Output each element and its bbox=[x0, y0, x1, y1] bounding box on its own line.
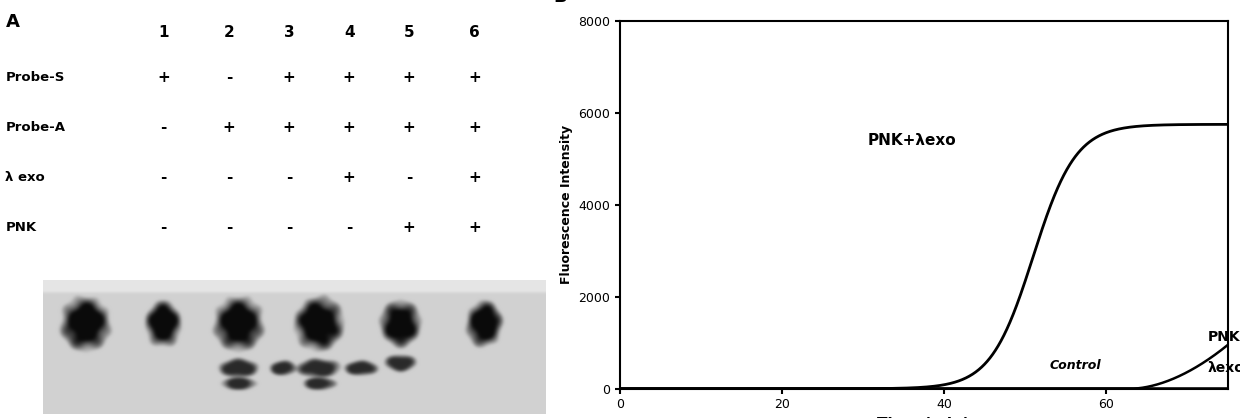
Text: +: + bbox=[469, 220, 481, 235]
Text: λ exo: λ exo bbox=[5, 171, 45, 184]
Text: Probe-A: Probe-A bbox=[5, 121, 66, 134]
Text: -: - bbox=[160, 120, 167, 135]
Text: +: + bbox=[157, 70, 170, 85]
Text: +: + bbox=[469, 170, 481, 185]
Text: +: + bbox=[403, 70, 415, 85]
Text: -: - bbox=[226, 220, 232, 235]
Text: 4: 4 bbox=[343, 25, 355, 40]
Y-axis label: Fluorescence Intensity: Fluorescence Intensity bbox=[559, 125, 573, 284]
Text: +: + bbox=[403, 120, 415, 135]
X-axis label: Time (min): Time (min) bbox=[878, 417, 970, 418]
Text: 5: 5 bbox=[404, 25, 414, 40]
Text: 3: 3 bbox=[284, 25, 294, 40]
Text: +: + bbox=[342, 120, 356, 135]
Text: PNK: PNK bbox=[1208, 330, 1240, 344]
Text: 1: 1 bbox=[159, 25, 169, 40]
Text: +: + bbox=[283, 120, 295, 135]
Text: -: - bbox=[405, 170, 413, 185]
Text: Control: Control bbox=[1049, 359, 1101, 372]
Text: +: + bbox=[283, 70, 295, 85]
Text: -: - bbox=[346, 220, 352, 235]
Text: +: + bbox=[469, 70, 481, 85]
Text: -: - bbox=[286, 170, 293, 185]
Text: +: + bbox=[223, 120, 236, 135]
Text: +: + bbox=[342, 70, 356, 85]
Text: λexo: λexo bbox=[1208, 361, 1240, 375]
Text: A: A bbox=[5, 13, 20, 31]
Text: 2: 2 bbox=[223, 25, 234, 40]
Text: +: + bbox=[342, 170, 356, 185]
Text: Probe-S: Probe-S bbox=[5, 71, 64, 84]
Text: -: - bbox=[226, 70, 232, 85]
Text: PNK: PNK bbox=[5, 221, 37, 234]
Text: PNK+λexo: PNK+λexo bbox=[867, 133, 956, 148]
Text: +: + bbox=[469, 120, 481, 135]
Text: -: - bbox=[226, 170, 232, 185]
Text: B: B bbox=[553, 0, 567, 6]
Text: 6: 6 bbox=[469, 25, 480, 40]
Text: +: + bbox=[403, 220, 415, 235]
Text: -: - bbox=[286, 220, 293, 235]
Text: -: - bbox=[160, 220, 167, 235]
Text: -: - bbox=[160, 170, 167, 185]
